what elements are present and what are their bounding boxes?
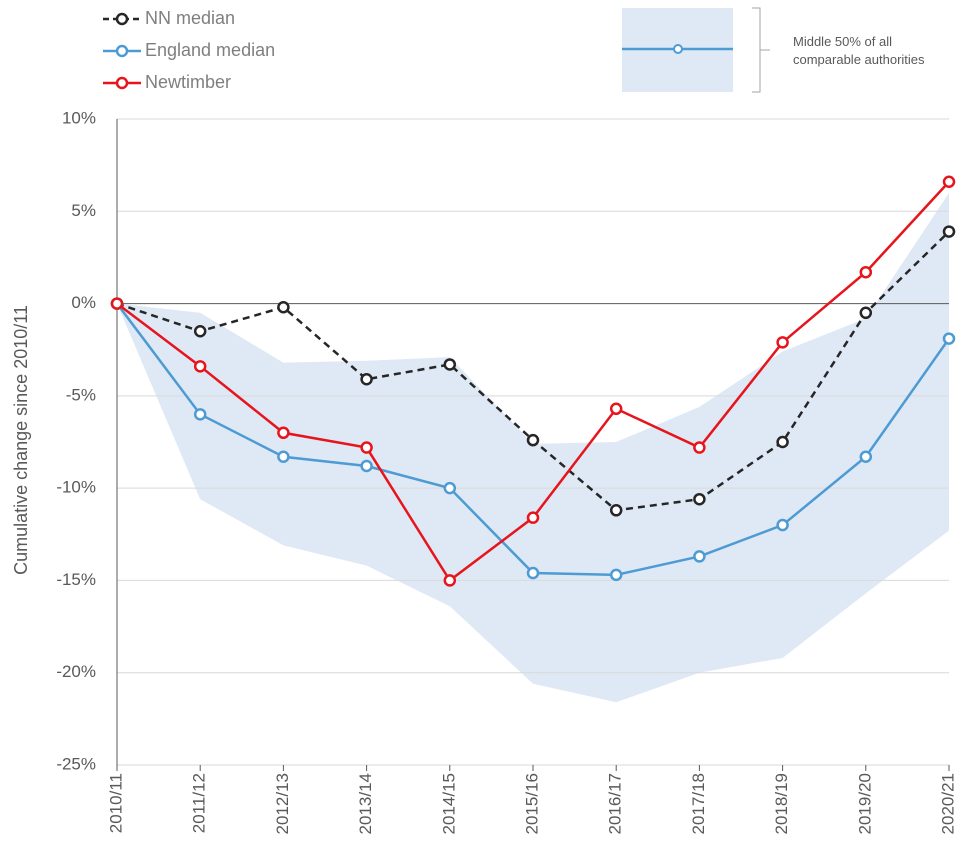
legend-label: England median — [145, 40, 275, 60]
x-tick-label: 2013/14 — [356, 773, 375, 834]
x-tick-label: 2012/13 — [273, 773, 292, 834]
legend-marker — [115, 76, 129, 90]
point — [526, 433, 540, 447]
point — [776, 518, 789, 532]
point — [942, 332, 956, 345]
y-tick-label: -15% — [56, 570, 96, 589]
point — [360, 459, 373, 473]
point — [193, 360, 207, 373]
y-tick-label: -10% — [56, 478, 96, 497]
x-tick-label: 2017/18 — [689, 773, 708, 834]
y-tick-label: -25% — [56, 754, 96, 773]
point — [609, 568, 623, 582]
band-area — [117, 192, 949, 703]
x-tick-label: 2014/15 — [439, 773, 458, 834]
point — [526, 511, 540, 524]
point — [776, 336, 789, 349]
point — [609, 402, 623, 416]
point — [859, 450, 873, 464]
x-tick-label: 2015/16 — [522, 773, 541, 834]
point — [942, 175, 956, 189]
point — [360, 372, 373, 386]
legend-band-note: Middle 50% of all comparable authorities — [793, 34, 925, 67]
legend-band-label: Middle 50% of all comparable authorities — [793, 34, 925, 67]
y-axis-title: Cumulative change since 2010/11 — [11, 305, 31, 575]
legend-label: NN median — [145, 8, 235, 28]
legend-marker — [115, 44, 129, 58]
point — [193, 325, 207, 338]
x-tick-label: 2016/17 — [606, 773, 625, 834]
legend-band-marker — [673, 44, 683, 54]
point — [693, 550, 706, 563]
x-tick-label: 2010/11 — [106, 773, 125, 833]
point — [859, 306, 873, 320]
point — [277, 450, 290, 464]
point — [609, 504, 623, 517]
point — [443, 481, 457, 495]
y-tick-label: -5% — [66, 385, 96, 404]
point — [526, 566, 540, 580]
point — [942, 225, 956, 238]
legend-label: Newtimber — [145, 72, 231, 92]
x-tick-label: 2019/20 — [855, 773, 874, 834]
point — [360, 441, 373, 454]
point — [443, 358, 457, 371]
point — [693, 441, 706, 454]
point — [110, 297, 124, 310]
point — [693, 492, 706, 506]
point — [277, 426, 290, 440]
y-tick-label: 10% — [62, 108, 96, 127]
point — [859, 265, 873, 279]
point — [193, 408, 207, 421]
legend-bracket — [752, 7, 770, 93]
x-tick-label: 2020/21 — [938, 773, 957, 834]
y-tick-label: 5% — [71, 201, 96, 220]
x-tick-label: 2018/19 — [772, 773, 791, 834]
point — [776, 435, 789, 449]
y-tick-label: -20% — [56, 662, 96, 681]
y-tick-label: 0% — [71, 293, 96, 312]
legend-marker — [115, 12, 129, 26]
point — [443, 574, 457, 587]
point — [277, 301, 290, 314]
x-tick-label: 2011/12 — [190, 773, 209, 833]
